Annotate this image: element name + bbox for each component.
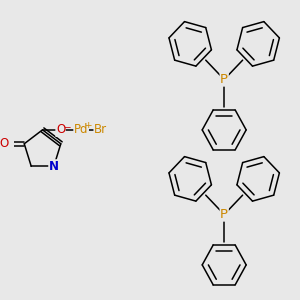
Text: Br: Br	[94, 123, 107, 136]
Text: Pd: Pd	[74, 123, 88, 136]
Text: O: O	[0, 137, 8, 150]
Text: P: P	[220, 73, 228, 86]
Text: +: +	[84, 121, 91, 130]
Text: N: N	[49, 160, 59, 173]
Text: O: O	[56, 123, 65, 136]
Text: P: P	[220, 208, 228, 221]
Text: −: −	[62, 122, 70, 131]
